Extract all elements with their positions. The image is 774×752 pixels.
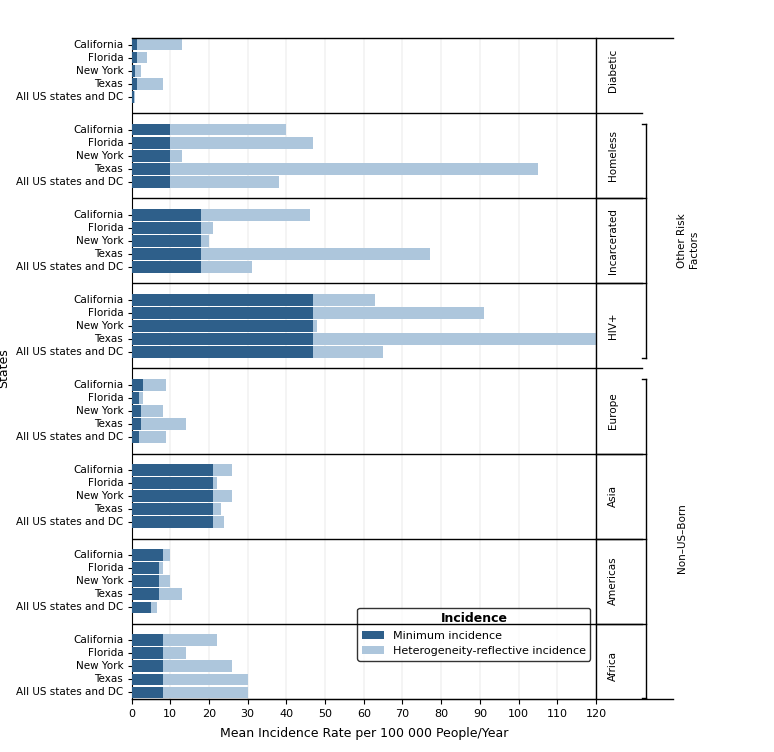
Bar <box>132 575 170 587</box>
Bar <box>132 124 170 135</box>
Bar <box>132 634 217 646</box>
Bar <box>132 137 170 149</box>
Bar <box>132 490 232 502</box>
Bar <box>132 562 163 574</box>
Bar <box>132 464 213 476</box>
Bar <box>132 687 248 698</box>
Bar <box>132 78 163 89</box>
Bar <box>132 549 170 561</box>
Bar <box>132 647 186 659</box>
Text: Incarcerated: Incarcerated <box>608 208 618 274</box>
Bar <box>132 91 135 103</box>
Bar <box>132 432 166 443</box>
Bar <box>132 176 170 188</box>
Bar <box>132 602 156 613</box>
Bar <box>132 392 143 404</box>
Bar <box>132 235 209 247</box>
Bar <box>132 333 313 345</box>
Bar <box>132 307 484 319</box>
Bar <box>132 674 248 685</box>
Bar <box>132 503 221 515</box>
Bar <box>132 163 170 174</box>
Bar <box>132 347 383 358</box>
Bar <box>132 222 213 234</box>
Bar <box>132 379 166 390</box>
Bar <box>132 261 201 273</box>
Bar <box>132 660 232 672</box>
Bar <box>132 65 142 77</box>
Bar <box>132 248 201 259</box>
Bar <box>132 261 252 273</box>
Bar <box>132 379 143 390</box>
X-axis label: Mean Incidence Rate per 100 000 People/Year: Mean Incidence Rate per 100 000 People/Y… <box>220 727 508 741</box>
Bar <box>132 549 163 561</box>
Bar <box>132 52 138 63</box>
Bar <box>132 39 138 50</box>
Bar <box>132 588 182 600</box>
Legend: Minimum incidence, Heterogeneity-reflective incidence: Minimum incidence, Heterogeneity-reflect… <box>358 608 591 661</box>
Bar <box>132 405 163 417</box>
Bar <box>132 235 201 247</box>
Bar <box>132 150 182 162</box>
Bar <box>132 124 286 135</box>
Bar <box>132 209 201 220</box>
Bar <box>132 562 159 574</box>
Bar <box>132 209 310 220</box>
Bar <box>132 432 139 443</box>
Bar <box>132 150 170 162</box>
Bar <box>132 78 138 89</box>
Bar <box>132 490 213 502</box>
Bar <box>132 503 213 515</box>
Bar <box>132 647 163 659</box>
Text: Diabetic: Diabetic <box>608 49 618 92</box>
Text: Europe: Europe <box>608 393 618 429</box>
Bar <box>132 333 596 345</box>
Bar <box>132 405 142 417</box>
Bar <box>132 91 134 103</box>
Bar <box>132 39 182 50</box>
Bar <box>132 307 313 319</box>
Bar <box>132 575 159 587</box>
Text: Homeless: Homeless <box>608 130 618 181</box>
Bar <box>132 517 224 528</box>
Bar <box>132 65 135 77</box>
Bar <box>132 248 430 259</box>
Y-axis label: States: States <box>0 349 10 388</box>
Bar <box>132 320 313 332</box>
Bar <box>132 674 163 685</box>
Bar <box>132 163 538 174</box>
Text: Africa: Africa <box>608 651 618 681</box>
Text: Asia: Asia <box>608 485 618 507</box>
Bar <box>132 137 313 149</box>
Text: Americas: Americas <box>608 556 618 605</box>
Bar <box>132 222 201 234</box>
Bar <box>132 517 213 528</box>
Bar <box>132 418 186 430</box>
Bar <box>132 320 317 332</box>
Bar <box>132 294 313 305</box>
Bar <box>132 392 139 404</box>
Bar <box>132 478 217 489</box>
Bar <box>132 478 213 489</box>
Text: Other Risk
Factors: Other Risk Factors <box>677 214 699 268</box>
Bar <box>132 588 159 600</box>
Text: Non–US–Born: Non–US–Born <box>677 504 687 574</box>
Text: HIV+: HIV+ <box>608 313 618 339</box>
Bar <box>132 52 147 63</box>
Bar <box>132 602 151 613</box>
Bar <box>132 347 313 358</box>
Bar <box>132 660 163 672</box>
Bar <box>132 634 163 646</box>
Bar <box>132 418 142 430</box>
Bar <box>132 176 279 188</box>
Bar <box>132 687 163 698</box>
Bar <box>132 294 375 305</box>
Bar <box>132 464 232 476</box>
